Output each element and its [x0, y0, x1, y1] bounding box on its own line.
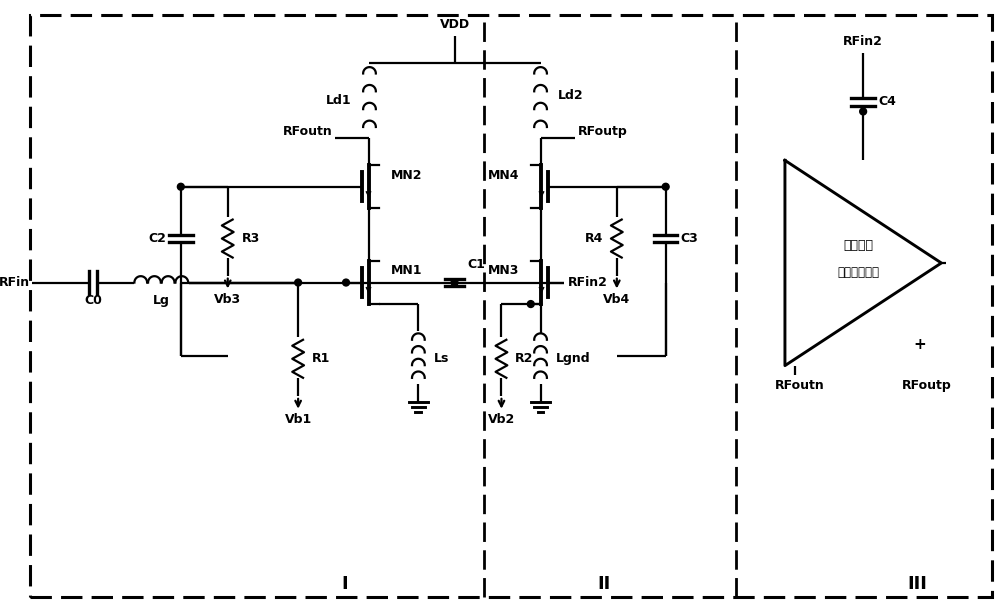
Text: RFoutn: RFoutn: [283, 125, 332, 138]
Text: MN1: MN1: [391, 264, 422, 277]
Text: I: I: [342, 575, 348, 592]
Text: RFin2: RFin2: [568, 276, 608, 289]
Text: Lgnd: Lgnd: [556, 353, 591, 365]
Text: RFoutp: RFoutp: [902, 379, 952, 392]
Text: Ld2: Ld2: [558, 89, 584, 102]
Text: MN2: MN2: [391, 168, 422, 182]
Text: Ld1: Ld1: [326, 94, 352, 106]
Text: R3: R3: [241, 232, 260, 245]
Text: RFoutp: RFoutp: [578, 125, 627, 138]
Text: III: III: [907, 575, 927, 592]
Text: C1: C1: [467, 258, 485, 272]
Text: C3: C3: [680, 232, 698, 245]
Text: C4: C4: [879, 95, 897, 108]
Text: Vb1: Vb1: [285, 413, 312, 426]
Text: 交流信号: 交流信号: [843, 239, 873, 252]
Text: R2: R2: [515, 353, 534, 365]
Text: VDD: VDD: [439, 18, 470, 31]
Text: 加法反馈电路: 加法反馈电路: [837, 266, 879, 279]
Text: Ls: Ls: [434, 353, 449, 365]
Text: +: +: [913, 337, 926, 352]
Text: MN3: MN3: [488, 264, 519, 277]
Circle shape: [527, 300, 534, 307]
Text: RFin: RFin: [0, 276, 30, 289]
Text: II: II: [597, 575, 611, 592]
Text: RFin2: RFin2: [843, 35, 883, 48]
Circle shape: [295, 279, 302, 286]
Text: Vb4: Vb4: [603, 293, 630, 305]
Text: Vb2: Vb2: [488, 413, 515, 426]
Text: RFoutn: RFoutn: [775, 379, 824, 392]
Text: Vb3: Vb3: [214, 293, 241, 305]
Text: Lg: Lg: [153, 294, 170, 307]
Text: MN4: MN4: [488, 168, 519, 182]
Circle shape: [343, 279, 349, 286]
Text: C2: C2: [148, 232, 166, 245]
Text: R4: R4: [585, 232, 603, 245]
Text: C0: C0: [84, 294, 102, 307]
Circle shape: [451, 279, 458, 286]
Circle shape: [177, 184, 184, 190]
Circle shape: [860, 108, 867, 115]
Circle shape: [662, 184, 669, 190]
Text: R1: R1: [312, 353, 330, 365]
